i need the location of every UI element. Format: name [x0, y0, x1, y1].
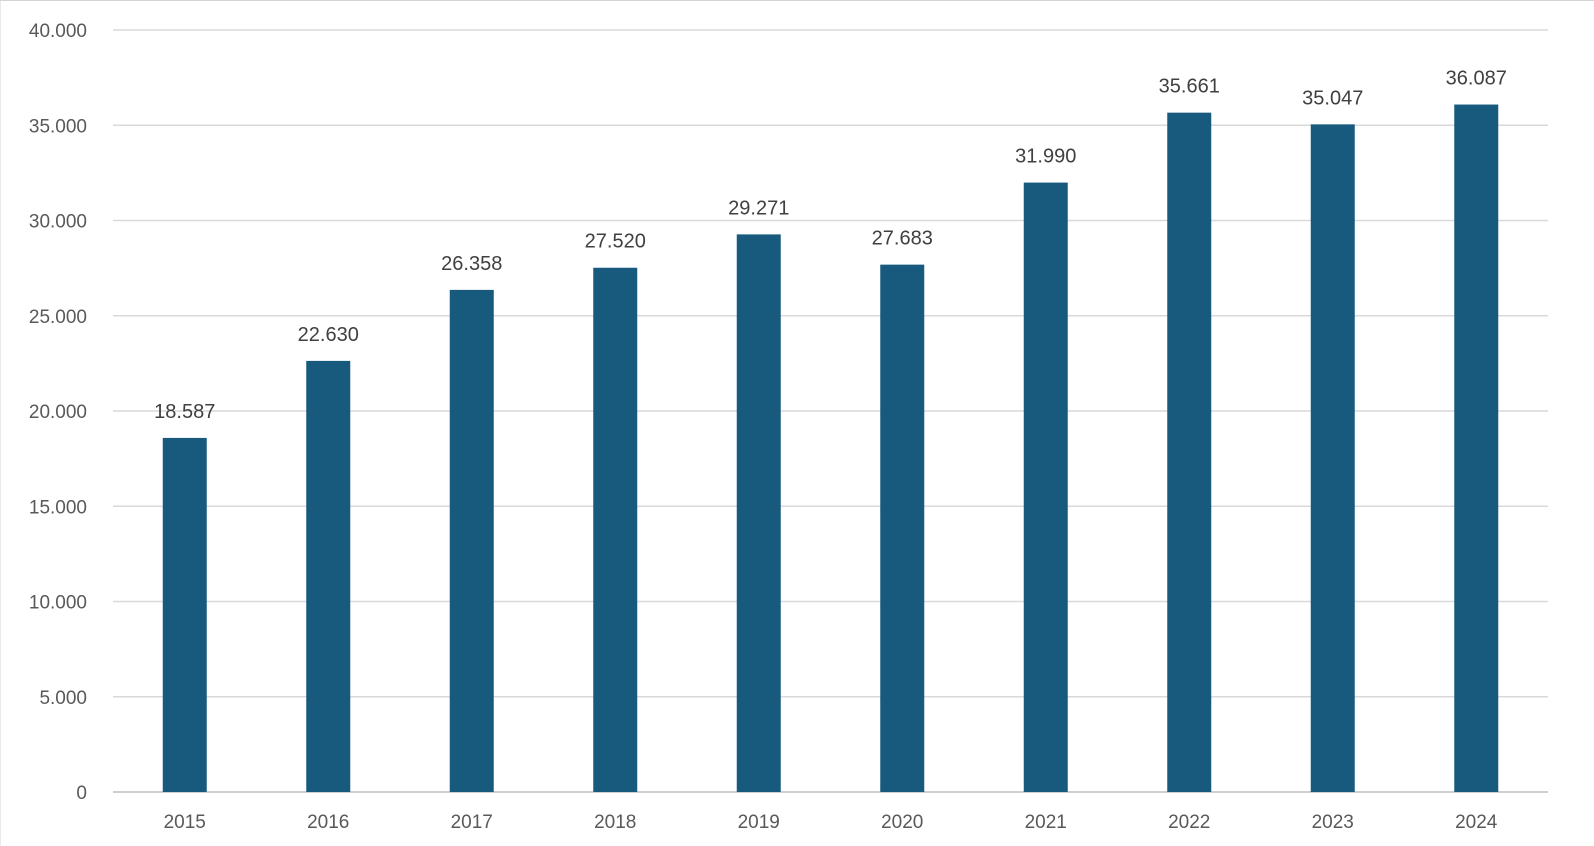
bar: [1167, 112, 1212, 792]
y-axis-tick-label: 40.000: [29, 21, 87, 42]
bar-value-label: 31.990: [1015, 146, 1076, 168]
x-axis-tick-label: 2018: [594, 812, 636, 833]
labels: 0 5.000 10.000 15.000 20.000 25.000 30.000 35.0…: [29, 21, 1507, 833]
bar: [306, 360, 351, 792]
x-axis-tick-label: 2017: [451, 812, 493, 833]
y-axis-tick-label: 10.000: [29, 593, 87, 614]
bar: [1454, 104, 1499, 792]
y-axis-tick-label: 25.000: [29, 307, 87, 328]
bar-value-label: 18.587: [154, 401, 215, 423]
y-axis-tick-label: 5.000: [39, 688, 87, 709]
gridlines: [113, 29, 1548, 698]
bar: [593, 267, 638, 792]
x-axis-tick-label: 2021: [1025, 812, 1067, 833]
y-axis-tick-label: 35.000: [29, 116, 87, 137]
bar: [1023, 182, 1068, 792]
y-axis-tick-label: 0: [76, 783, 87, 804]
bar-value-label: 36.087: [1446, 68, 1507, 90]
y-axis-tick-label: 30.000: [29, 212, 87, 233]
bar: [736, 234, 781, 792]
x-axis-tick-label: 2015: [164, 812, 206, 833]
bar-value-label: 22.630: [298, 324, 359, 346]
bar: [880, 264, 925, 792]
bar: [1310, 124, 1355, 792]
x-axis-tick-label: 2020: [881, 812, 923, 833]
x-axis-tick-label: 2019: [738, 812, 780, 833]
bar: [162, 437, 207, 792]
y-axis-tick-label: 20.000: [29, 402, 87, 423]
bar-value-label: 35.661: [1159, 76, 1220, 98]
x-axis-tick-label: 2023: [1312, 812, 1354, 833]
bar-value-label: 26.358: [441, 253, 502, 275]
x-axis-tick-label: 2022: [1168, 812, 1210, 833]
x-axis-tick-label: 2016: [307, 812, 349, 833]
bar-value-label: 35.047: [1302, 87, 1363, 109]
bar-value-label: 27.520: [585, 231, 646, 253]
y-axis-tick-label: 15.000: [29, 497, 87, 518]
x-axis-tick-label: 2024: [1455, 812, 1498, 833]
bar-value-label: 29.271: [728, 197, 789, 219]
bar-value-label: 27.683: [872, 228, 933, 250]
bars: [162, 104, 1499, 792]
bar: [449, 289, 494, 792]
